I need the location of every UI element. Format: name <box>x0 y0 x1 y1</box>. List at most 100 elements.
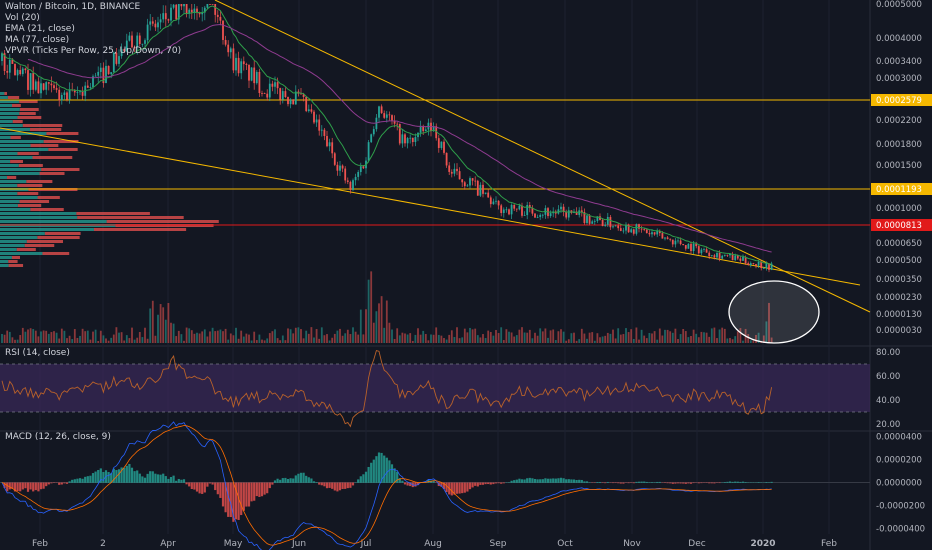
macd-hist-bar <box>559 477 563 483</box>
macd-hist-bar <box>149 471 152 483</box>
candle-body <box>739 258 742 261</box>
macd-hist-bar <box>580 479 583 483</box>
macd-hist-bar <box>546 478 550 483</box>
x-tick-label: May <box>224 539 243 549</box>
candle-body <box>328 142 331 147</box>
volume-bar <box>378 303 380 343</box>
candle-body <box>755 264 757 266</box>
volume-bar <box>170 322 172 343</box>
volume-bar <box>333 333 336 343</box>
volume-bar <box>263 340 266 343</box>
volume-bar <box>245 333 248 343</box>
macd-hist-bar <box>489 482 492 485</box>
macd-hist-bar <box>562 478 565 483</box>
volume-bar <box>718 329 721 343</box>
macd-hist-bar <box>107 472 110 483</box>
volume-bar <box>547 337 549 343</box>
candle-body <box>380 106 383 114</box>
macd-hist-bar <box>510 480 513 483</box>
volume-bar <box>570 333 573 343</box>
macd-hist-bar <box>492 482 495 485</box>
vpvr-down-bar <box>8 260 18 263</box>
macd-hist-bar <box>640 481 643 483</box>
legend-vpvr: VPVR (Ticks Per Row, 25, Up/Down, 70) <box>5 46 182 56</box>
candle-body <box>508 209 510 215</box>
volume-bar <box>294 327 297 343</box>
macd-hist-bar <box>273 480 277 483</box>
candle-body <box>11 59 14 64</box>
candle-body <box>367 142 370 161</box>
macd-hist-bar <box>258 482 261 497</box>
volume-bar <box>427 340 430 343</box>
candle-body <box>370 134 373 143</box>
macd-hist-bar <box>526 478 529 483</box>
candle-body <box>45 82 48 90</box>
candle-body <box>653 232 656 235</box>
volume-bar <box>578 339 581 343</box>
volume-bar <box>406 334 409 343</box>
volume-bar <box>419 334 422 343</box>
macd-hist-bar <box>117 469 121 483</box>
vpvr-down-bar <box>77 216 184 219</box>
candle-body <box>97 71 100 76</box>
volume-bar <box>222 331 224 343</box>
volume-bar <box>752 340 755 343</box>
volume-bar <box>128 338 131 343</box>
macd-hist-bar <box>229 482 232 518</box>
volume-bar <box>235 327 237 343</box>
macd-hist-bar <box>385 457 388 483</box>
candle-body <box>128 35 131 41</box>
candle-body <box>170 7 172 21</box>
candle-body <box>513 204 516 209</box>
macd-hist-bar <box>336 482 339 492</box>
macd-hist-bar <box>627 482 630 484</box>
macd-tick-label: 0.0000400 <box>876 433 922 443</box>
volume-bar <box>593 340 596 343</box>
vpvr-down-bar <box>19 112 36 115</box>
macd-hist-bar <box>60 482 63 485</box>
vpvr-down-bar <box>17 204 42 207</box>
candle-body <box>318 119 321 131</box>
volume-bar <box>523 332 526 343</box>
volume-bar <box>359 309 362 343</box>
macd-hist-bar <box>39 482 43 490</box>
candle-body <box>474 180 477 182</box>
macd-hist-bar <box>190 482 193 490</box>
macd-hist-bar <box>359 476 362 483</box>
volume-bar <box>757 332 760 343</box>
candle-body <box>177 4 180 20</box>
macd-hist-bar <box>297 473 300 483</box>
macd-hist-bar <box>528 477 531 483</box>
vpvr-down-bar <box>10 136 21 139</box>
macd-hist-bar <box>123 467 126 483</box>
vpvr-down-bar <box>17 152 39 155</box>
macd-hist-bar <box>549 478 552 483</box>
volume-bar <box>255 340 258 343</box>
candle-body <box>201 12 204 15</box>
volume-bar <box>66 338 68 343</box>
macd-hist-bar <box>221 482 225 507</box>
vpvr-down-bar <box>19 100 38 103</box>
volume-bar <box>726 338 729 343</box>
candle-body <box>175 4 178 20</box>
macd-hist-bar <box>338 482 342 491</box>
volume-bar <box>29 328 32 343</box>
volume-bar <box>3 334 6 343</box>
macd-hist-bar <box>596 482 599 483</box>
volume-bar <box>274 329 276 343</box>
macd-hist-bar <box>242 482 245 511</box>
candle-body <box>617 225 620 229</box>
price-tick-label: 0.0000130 <box>876 310 922 320</box>
candle-body <box>404 134 406 144</box>
macd-hist-bar <box>570 479 573 483</box>
price-tick-label: 0.0000500 <box>876 256 922 266</box>
macd-line <box>1 421 772 550</box>
x-tick-label: Sep <box>490 539 507 549</box>
candle-body <box>305 96 308 112</box>
volume-bar <box>560 329 562 343</box>
macd-hist-bar <box>643 481 646 483</box>
candle-body <box>125 40 128 52</box>
macd-hist-bar <box>214 482 217 491</box>
candle-body <box>726 254 729 256</box>
